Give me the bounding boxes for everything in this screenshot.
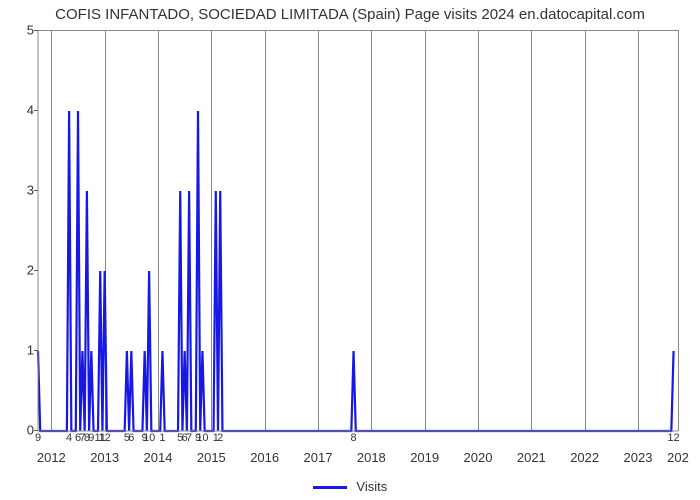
x-month-label: 7: [186, 432, 192, 444]
x-month-label: 12: [667, 432, 679, 444]
plot-area: [38, 30, 679, 431]
x-month-label: 9: [35, 432, 41, 444]
y-tick-label: 4: [6, 103, 34, 118]
x-year-label: 2015: [197, 450, 226, 465]
visits-line-path: [38, 111, 674, 431]
x-month-label: 12: [99, 432, 111, 444]
chart-container: COFIS INFANTADO, SOCIEDAD LIMITADA (Spai…: [0, 0, 700, 500]
y-tick-label: 3: [6, 183, 34, 198]
x-year-label: 2017: [304, 450, 333, 465]
x-year-label: 2013: [90, 450, 119, 465]
x-year-label: 2021: [517, 450, 546, 465]
x-year-label: 202: [667, 450, 689, 465]
x-year-label: 2022: [570, 450, 599, 465]
visits-line-series: [38, 31, 678, 431]
x-year-label: 2020: [464, 450, 493, 465]
x-year-label: 2019: [410, 450, 439, 465]
x-month-label: 4: [66, 432, 72, 444]
x-month-label: 10: [196, 432, 208, 444]
x-month-label: 8: [350, 432, 356, 444]
y-tick-label: 2: [6, 263, 34, 278]
x-year-label: 2018: [357, 450, 386, 465]
x-month-label: 10: [143, 432, 155, 444]
legend-label: Visits: [356, 479, 387, 494]
x-month-label: 1: [159, 432, 165, 444]
y-tick-label: 0: [6, 423, 34, 438]
x-month-label: 2: [217, 432, 223, 444]
x-month-label: 9: [88, 432, 94, 444]
x-year-label: 2016: [250, 450, 279, 465]
x-year-label: 2023: [624, 450, 653, 465]
x-month-label: 6: [128, 432, 134, 444]
chart-title: COFIS INFANTADO, SOCIEDAD LIMITADA (Spai…: [0, 6, 700, 23]
legend: Visits: [0, 479, 700, 494]
x-year-label: 2014: [144, 450, 173, 465]
y-tick-label: 1: [6, 343, 34, 358]
legend-swatch: [313, 486, 347, 489]
x-year-label: 2012: [37, 450, 66, 465]
y-tick-label: 5: [6, 23, 34, 38]
